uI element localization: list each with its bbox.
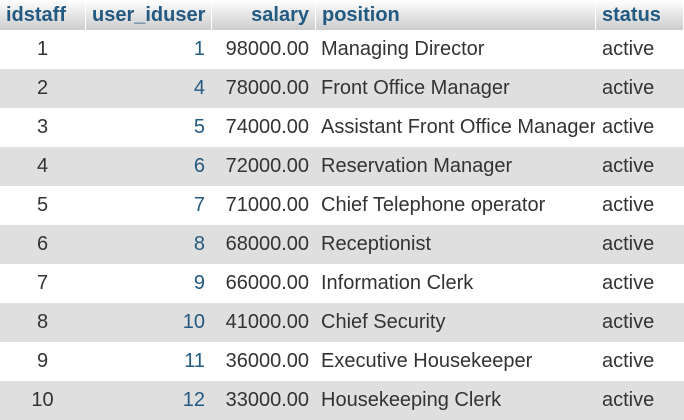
cell-salary: 66000.00 [212,264,316,303]
cell-user-iduser-link[interactable]: 12 [86,381,212,420]
cell-idstaff: 1 [0,30,86,69]
cell-idstaff: 9 [0,342,86,381]
cell-position: Receptionist [316,225,596,264]
cell-position: Chief Security [316,303,596,342]
cell-status: active [596,69,684,108]
table-row[interactable]: 8 10 41000.00 Chief Security active [0,303,684,342]
cell-idstaff: 8 [0,303,86,342]
cell-idstaff: 7 [0,264,86,303]
table-row[interactable]: 4 6 72000.00 Reservation Manager active [0,147,684,186]
cell-idstaff: 4 [0,147,86,186]
column-header-user-iduser[interactable]: user_iduser [86,0,212,30]
table-row[interactable]: 3 5 74000.00 Assistant Front Office Manager… [0,108,684,147]
cell-idstaff: 10 [0,381,86,420]
cell-idstaff: 5 [0,186,86,225]
cell-user-iduser-link[interactable]: 9 [86,264,212,303]
cell-user-iduser-link[interactable]: 6 [86,147,212,186]
cell-position: Managing Director [316,30,596,69]
cell-user-iduser-link[interactable]: 11 [86,342,212,381]
cell-salary: 36000.00 [212,342,316,381]
cell-user-iduser-link[interactable]: 10 [86,303,212,342]
cell-position: Executive Housekeeper [316,342,596,381]
cell-status: active [596,264,684,303]
cell-user-iduser-link[interactable]: 1 [86,30,212,69]
cell-idstaff: 3 [0,108,86,147]
column-header-position[interactable]: position [316,0,596,30]
cell-salary: 74000.00 [212,108,316,147]
cell-salary: 68000.00 [212,225,316,264]
cell-salary: 78000.00 [212,69,316,108]
table-body: 1 1 98000.00 Managing Director active 2 4 78000… [0,30,684,420]
cell-idstaff: 6 [0,225,86,264]
column-header-salary[interactable]: salary [212,0,316,30]
cell-position: Front Office Manager [316,69,596,108]
column-header-status[interactable]: status [596,0,684,30]
table-header-row: idstaff user_iduser salary position stat… [0,0,684,30]
cell-status: active [596,30,684,69]
column-header-idstaff[interactable]: idstaff [0,0,86,30]
cell-status: active [596,342,684,381]
cell-salary: 98000.00 [212,30,316,69]
cell-salary: 72000.00 [212,147,316,186]
cell-user-iduser-link[interactable]: 7 [86,186,212,225]
cell-salary: 41000.00 [212,303,316,342]
cell-status: active [596,381,684,420]
cell-status: active [596,303,684,342]
table-row[interactable]: 2 4 78000.00 Front Office Manager active [0,69,684,108]
table-row[interactable]: 7 9 66000.00 Information Clerk active [0,264,684,303]
table-row[interactable]: 5 7 71000.00 Chief Telephone operator active [0,186,684,225]
cell-status: active [596,225,684,264]
cell-position: Chief Telephone operator [316,186,596,225]
table-row[interactable]: 6 8 68000.00 Receptionist active [0,225,684,264]
cell-position: Assistant Front Office Manager [316,108,596,147]
cell-status: active [596,147,684,186]
cell-idstaff: 2 [0,69,86,108]
cell-position: Housekeeping Clerk [316,381,596,420]
cell-user-iduser-link[interactable]: 5 [86,108,212,147]
table-row[interactable]: 10 12 33000.00 Housekeeping Clerk active [0,381,684,420]
cell-position: Information Clerk [316,264,596,303]
cell-user-iduser-link[interactable]: 4 [86,69,212,108]
table-row[interactable]: 9 11 36000.00 Executive Housekeeper active [0,342,684,381]
cell-user-iduser-link[interactable]: 8 [86,225,212,264]
cell-status: active [596,186,684,225]
cell-salary: 71000.00 [212,186,316,225]
cell-status: active [596,108,684,147]
cell-salary: 33000.00 [212,381,316,420]
cell-position: Reservation Manager [316,147,596,186]
table-row[interactable]: 1 1 98000.00 Managing Director active [0,30,684,69]
